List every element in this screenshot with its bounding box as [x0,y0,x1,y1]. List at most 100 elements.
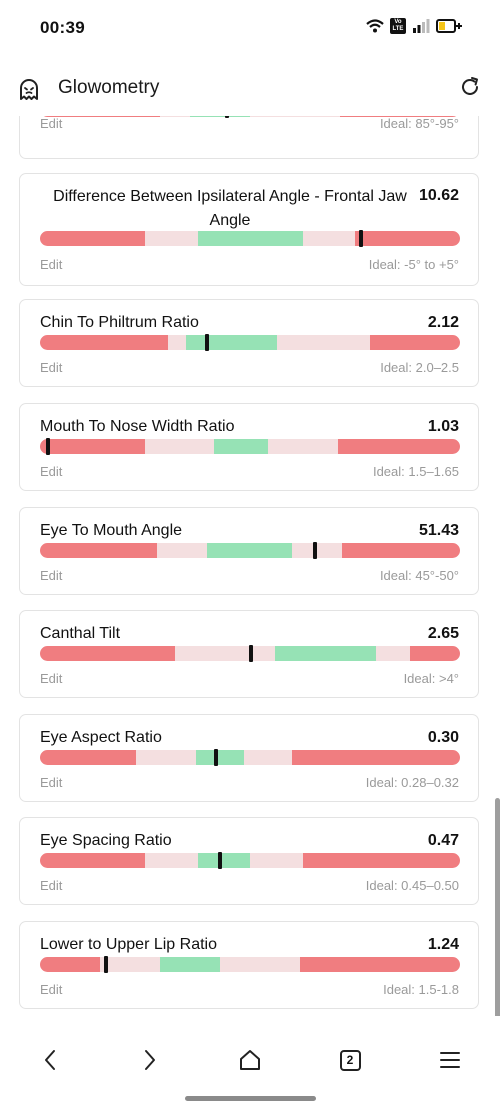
range-segment-red [40,853,145,868]
measurement-card: Eye Aspect Ratio 0.30 Edit Ideal: 0.28–0… [19,714,479,802]
range-segment-pink [168,335,187,350]
range-segment-pink [243,750,292,765]
scrollbar[interactable] [495,798,500,1031]
range-segment-red [40,116,160,117]
range-segment-pink [159,116,190,117]
refresh-icon[interactable] [458,75,482,99]
measurement-value: 51.43 [418,522,459,539]
range-segment-pink [376,646,410,661]
range-segment-green [197,853,250,868]
ghost-logo-icon [20,79,38,100]
wifi-icon [366,19,384,33]
menu-button[interactable] [435,1045,465,1075]
range-segment-green [189,116,250,117]
range-segment-pink [250,853,303,868]
edit-link[interactable]: Edit [40,982,63,997]
range-segment-pink [277,335,370,350]
range-bar [40,956,460,973]
range-segment-green [186,335,278,350]
measurement-card: Chin To Philtrum Ratio 2.12 Edit Ideal: … [19,299,479,387]
value-marker [103,956,108,973]
measurement-card: Mouth To Nose Width Ratio 1.03 Edit Idea… [19,403,479,491]
range-segment-red [40,957,101,972]
ideal-range: Ideal: -5° to +5° [368,257,459,272]
range-segment-pink [292,543,343,558]
range-segment-red [338,439,460,454]
measurement-card: Canthal Tilt 2.65 Edit Ideal: >4° [19,610,479,698]
value-marker [313,542,318,559]
range-segment-red [292,750,460,765]
range-segment-pink [100,957,160,972]
range-segment-pink [267,439,339,454]
measurement-card: Edit Ideal: 85°-95° [19,116,479,159]
range-segment-red [40,750,136,765]
measurement-title: Eye Spacing Ratio [40,832,172,849]
range-segment-pink [175,646,276,661]
range-segment-red [40,439,145,454]
measurement-value: 1.03 [427,418,459,435]
ideal-range: Ideal: 2.0–2.5 [380,360,459,375]
home-indicator[interactable] [185,1096,316,1101]
measurement-value: 2.65 [427,625,459,642]
tabs-button[interactable]: 2 [335,1045,365,1075]
measurement-title: Eye Aspect Ratio [40,729,162,746]
range-segment-red [40,543,157,558]
range-segment-pink [156,543,208,558]
measurement-title: Chin To Philtrum Ratio [40,314,199,331]
edit-link[interactable]: Edit [40,116,63,131]
range-segment-green [159,957,220,972]
app-title: Glowometry [58,77,160,98]
edit-link[interactable]: Edit [40,257,63,272]
ideal-range: Ideal: >4° [403,671,459,686]
measurement-card: Lower to Upper Lip Ratio 1.24 Edit Ideal… [19,921,479,1009]
status-icons: Vo LTE [366,18,462,34]
measurement-card: Difference Between Ipsilateral Angle - F… [19,173,479,286]
range-segment-red [302,853,460,868]
ideal-range: Ideal: 0.28–0.32 [365,775,459,790]
range-segment-red [409,646,460,661]
range-segment-red [342,543,460,558]
back-button[interactable] [35,1045,65,1075]
home-button[interactable] [235,1045,265,1075]
signal-icon [413,19,430,33]
home-icon [240,1050,260,1070]
range-segment-pink [145,853,198,868]
ideal-range: Ideal: 85°-95° [379,116,459,131]
edit-link[interactable]: Edit [40,464,63,479]
measurement-list[interactable]: Edit Ideal: 85°-95° Difference Between I… [0,116,500,1016]
edit-link[interactable]: Edit [40,878,63,893]
measurement-title: Eye To Mouth Angle [40,522,183,539]
range-segment-red [40,335,169,350]
range-segment-pink [219,957,300,972]
value-marker [46,438,51,455]
edit-link[interactable]: Edit [40,671,63,686]
range-segment-red [355,231,460,246]
range-bar [40,542,460,559]
status-bar: 00:39 Vo LTE [0,0,500,58]
measurement-title: Mouth To Nose Width Ratio [40,418,235,435]
measurement-value: 0.30 [427,729,459,746]
ideal-range: Ideal: 1.5–1.65 [372,464,459,479]
edit-link[interactable]: Edit [40,775,63,790]
range-segment-red [40,231,145,246]
range-segment-pink [135,750,197,765]
range-segment-green [196,750,244,765]
measurement-card: Eye To Mouth Angle 51.43 Edit Ideal: 45°… [19,507,479,595]
measurement-title: Canthal Tilt [40,625,121,642]
range-bar [40,334,460,351]
tab-count-icon: 2 [339,1049,361,1071]
forward-button[interactable] [135,1045,165,1075]
range-segment-green [197,231,303,246]
measurement-value: 2.12 [427,314,459,331]
range-segment-pink [250,116,340,117]
ideal-range: Ideal: 0.45–0.50 [365,878,459,893]
app-bar: Glowometry [0,58,500,116]
range-bar [40,438,460,455]
value-marker [213,749,218,766]
range-segment-pink [145,231,198,246]
volte-icon: Vo LTE [390,18,406,34]
battery-icon [436,19,462,33]
edit-link[interactable]: Edit [40,568,63,583]
ideal-range: Ideal: 45°-50° [379,568,459,583]
edit-link[interactable]: Edit [40,360,63,375]
